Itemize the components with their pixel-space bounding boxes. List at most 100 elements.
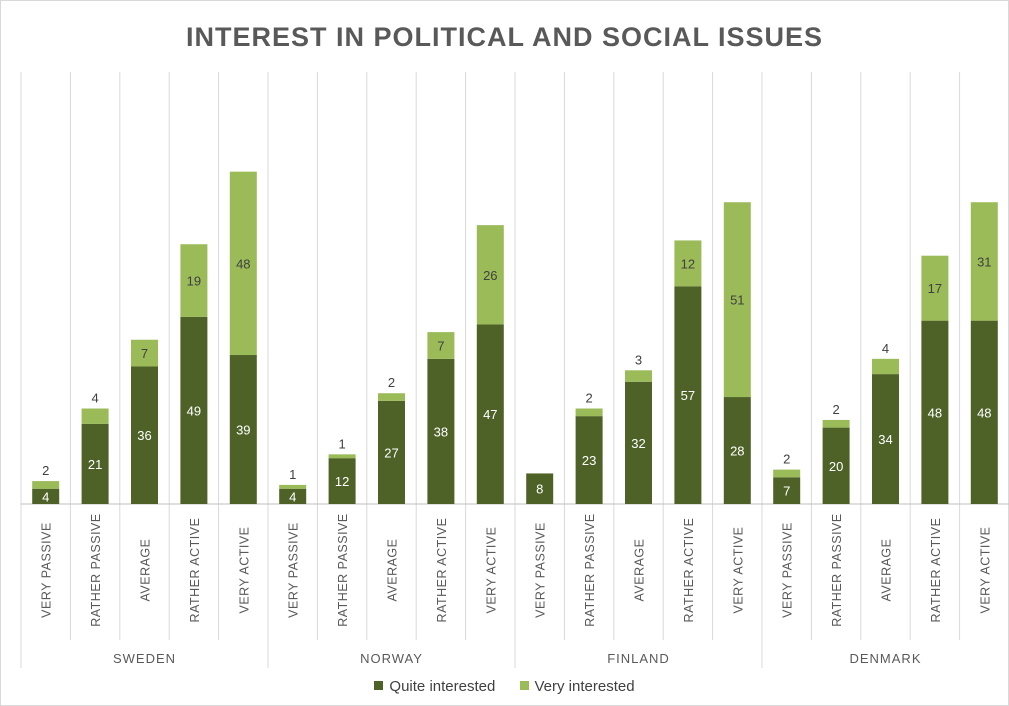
data-label-quite: 12 bbox=[335, 474, 349, 489]
bar-quite-interested bbox=[476, 324, 504, 504]
data-label-quite: 4 bbox=[42, 489, 49, 504]
bar-very-interested bbox=[822, 419, 850, 428]
data-label-quite: 8 bbox=[536, 482, 543, 497]
bar-quite-interested bbox=[180, 316, 208, 504]
bar-quite-interested bbox=[229, 355, 257, 504]
data-label-quite: 23 bbox=[582, 453, 596, 468]
bar-very-interested bbox=[427, 332, 455, 359]
bar-very-interested bbox=[674, 240, 702, 287]
data-label-very: 7 bbox=[437, 338, 444, 353]
bar-very-interested bbox=[328, 454, 356, 459]
data-label-quite: 34 bbox=[878, 432, 892, 447]
data-label-quite: 39 bbox=[236, 423, 250, 438]
bar-quite-interested bbox=[328, 458, 356, 504]
legend-item-quite: Quite interested bbox=[374, 678, 495, 695]
category-label: VERY ACTIVE bbox=[484, 526, 498, 613]
data-label-very: 12 bbox=[681, 256, 695, 271]
bar-quite-interested bbox=[81, 423, 109, 504]
data-label-quite: 27 bbox=[384, 445, 398, 460]
bar-very-interested bbox=[872, 358, 899, 375]
bar-quite-interested bbox=[575, 416, 603, 504]
data-label-very: 3 bbox=[635, 352, 642, 367]
bar-very-interested bbox=[970, 202, 998, 321]
bar-quite-interested bbox=[970, 320, 998, 504]
bar-very-interested bbox=[131, 339, 158, 367]
category-label: RATHER ACTIVE bbox=[682, 518, 696, 623]
data-label-quite: 32 bbox=[631, 436, 645, 451]
category-label: AVERAGE bbox=[880, 538, 894, 601]
bar-very-interested bbox=[378, 393, 405, 401]
data-label-quite: 36 bbox=[137, 428, 151, 443]
bar-very-interested bbox=[32, 481, 60, 489]
category-label: RATHER ACTIVE bbox=[188, 518, 202, 623]
category-label: VERY PASSIVE bbox=[40, 522, 54, 618]
category-label: VERY PASSIVE bbox=[781, 522, 795, 618]
category-label: RATHER ACTIVE bbox=[929, 518, 943, 623]
category-label: VERY ACTIVE bbox=[978, 526, 992, 613]
category-label: VERY ACTIVE bbox=[731, 526, 745, 613]
bar-very-interested bbox=[279, 484, 307, 489]
data-label-very: 2 bbox=[388, 375, 395, 390]
group-label: DENMARK bbox=[849, 651, 921, 666]
data-label-very: 51 bbox=[730, 293, 744, 308]
group-label: SWEDEN bbox=[113, 651, 176, 666]
data-label-quite: 47 bbox=[483, 407, 497, 422]
category-label: AVERAGE bbox=[633, 538, 647, 601]
category-label: RATHER PASSIVE bbox=[336, 513, 350, 627]
bar-very-interested bbox=[625, 370, 652, 382]
category-label: VERY ACTIVE bbox=[237, 526, 251, 613]
bar-very-interested bbox=[575, 408, 603, 417]
bar-very-interested bbox=[81, 408, 109, 424]
data-label-very: 19 bbox=[187, 274, 201, 289]
legend-item-very: Very interested bbox=[519, 678, 635, 695]
category-label: AVERAGE bbox=[386, 538, 400, 601]
bar-quite-interested bbox=[822, 427, 850, 504]
bar-very-interested bbox=[180, 244, 208, 317]
data-label-very: 48 bbox=[236, 256, 250, 271]
category-label: RATHER PASSIVE bbox=[830, 513, 844, 627]
data-label-very: 2 bbox=[585, 391, 592, 406]
data-label-very: 1 bbox=[289, 467, 296, 482]
legend-label-very: Very interested bbox=[534, 678, 635, 695]
bar-quite-interested bbox=[674, 286, 702, 504]
bar-quite-interested bbox=[32, 488, 60, 504]
group-label: NORWAY bbox=[360, 651, 423, 666]
data-label-very: 1 bbox=[338, 436, 345, 451]
bar-very-interested bbox=[773, 469, 801, 478]
data-label-quite: 38 bbox=[434, 424, 448, 439]
category-label: RATHER PASSIVE bbox=[583, 513, 597, 627]
legend-label-quite: Quite interested bbox=[389, 678, 496, 695]
data-label-very: 2 bbox=[42, 463, 49, 478]
data-label-very: 4 bbox=[91, 391, 98, 406]
bar-very-interested bbox=[921, 255, 949, 321]
chart-title: INTEREST IN POLITICAL AND SOCIAL ISSUES bbox=[185, 22, 824, 52]
bar-quite-interested bbox=[427, 358, 455, 504]
bar-quite-interested bbox=[773, 477, 801, 504]
data-label-very: 2 bbox=[832, 402, 839, 417]
group-label: FINLAND bbox=[607, 651, 670, 666]
category-label: AVERAGE bbox=[139, 538, 153, 601]
category-label: VERY PASSIVE bbox=[287, 522, 301, 618]
data-label-very: 2 bbox=[783, 452, 790, 467]
data-label-quite: 48 bbox=[977, 405, 991, 420]
category-label: RATHER PASSIVE bbox=[89, 513, 103, 627]
data-label-quite: 48 bbox=[928, 405, 942, 420]
bar-quite-interested bbox=[526, 473, 554, 504]
data-label-quite: 28 bbox=[730, 444, 744, 459]
data-label-quite: 4 bbox=[289, 489, 296, 504]
data-label-very: 7 bbox=[141, 346, 148, 361]
bar-quite-interested bbox=[279, 488, 307, 504]
legend: Quite interested Very interested bbox=[0, 678, 1009, 695]
data-label-quite: 20 bbox=[829, 459, 843, 474]
bar-very-interested bbox=[476, 225, 504, 325]
bar-quite-interested bbox=[921, 320, 949, 504]
bar-very-interested bbox=[723, 202, 751, 398]
bar-very-interested bbox=[229, 171, 257, 356]
data-label-quite: 49 bbox=[187, 403, 201, 418]
legend-swatch-very bbox=[519, 681, 529, 690]
bar-quite-interested bbox=[131, 366, 158, 504]
bar-quite-interested bbox=[378, 400, 405, 504]
data-label-quite: 7 bbox=[783, 484, 790, 499]
bar-quite-interested bbox=[872, 374, 899, 504]
